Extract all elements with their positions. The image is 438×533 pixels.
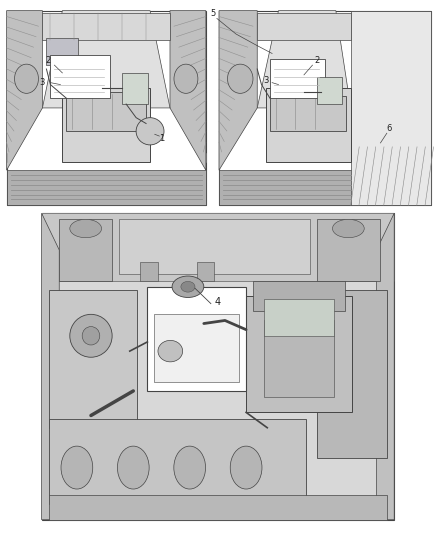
Polygon shape xyxy=(7,11,42,170)
Polygon shape xyxy=(170,11,206,170)
Ellipse shape xyxy=(14,64,39,93)
Bar xyxy=(219,11,431,205)
Polygon shape xyxy=(377,213,394,520)
Bar xyxy=(49,290,137,427)
Bar xyxy=(42,213,394,280)
Ellipse shape xyxy=(136,118,164,145)
Ellipse shape xyxy=(70,314,112,357)
Text: 7: 7 xyxy=(100,214,108,227)
Text: 2: 2 xyxy=(314,56,319,65)
Text: 5: 5 xyxy=(211,10,216,19)
Bar xyxy=(140,262,158,280)
Bar xyxy=(317,220,380,280)
Bar xyxy=(351,11,431,205)
Text: 3: 3 xyxy=(40,78,45,86)
Ellipse shape xyxy=(117,446,149,489)
Bar xyxy=(317,290,387,458)
Bar xyxy=(7,11,206,205)
Ellipse shape xyxy=(332,220,364,238)
Bar xyxy=(49,495,387,520)
Bar xyxy=(46,38,78,65)
Polygon shape xyxy=(42,213,59,520)
Bar xyxy=(67,92,146,131)
Text: ETO: ETO xyxy=(313,214,338,227)
Text: 4: 4 xyxy=(215,297,221,307)
Bar xyxy=(42,213,394,520)
Ellipse shape xyxy=(181,281,195,292)
Text: 3: 3 xyxy=(263,76,268,85)
Bar xyxy=(197,262,214,280)
Bar xyxy=(7,170,206,205)
Bar xyxy=(266,88,351,163)
Ellipse shape xyxy=(172,276,204,297)
Text: 2: 2 xyxy=(46,56,51,65)
Bar xyxy=(119,220,310,274)
Bar xyxy=(62,88,150,163)
Ellipse shape xyxy=(174,64,198,93)
Bar xyxy=(155,314,239,382)
Bar xyxy=(219,170,357,205)
Bar xyxy=(317,77,342,104)
Ellipse shape xyxy=(227,64,253,93)
Ellipse shape xyxy=(230,446,262,489)
Bar xyxy=(42,213,394,520)
Ellipse shape xyxy=(61,446,93,489)
Bar xyxy=(246,296,352,413)
Bar xyxy=(50,55,110,98)
Bar xyxy=(122,73,148,104)
Bar xyxy=(270,96,346,131)
Bar xyxy=(42,13,170,40)
Text: 1: 1 xyxy=(159,134,165,143)
Bar xyxy=(270,59,325,98)
Bar xyxy=(49,418,306,504)
Bar xyxy=(264,299,334,336)
Text: 6: 6 xyxy=(386,124,392,133)
Ellipse shape xyxy=(158,341,183,362)
Polygon shape xyxy=(219,11,257,170)
Bar xyxy=(147,287,246,391)
Bar xyxy=(59,220,112,280)
Polygon shape xyxy=(42,11,170,108)
Bar xyxy=(257,13,351,40)
Bar xyxy=(253,280,345,311)
Ellipse shape xyxy=(70,220,102,238)
Ellipse shape xyxy=(82,327,100,345)
Polygon shape xyxy=(257,11,351,108)
Ellipse shape xyxy=(174,446,205,489)
Bar xyxy=(264,320,334,397)
